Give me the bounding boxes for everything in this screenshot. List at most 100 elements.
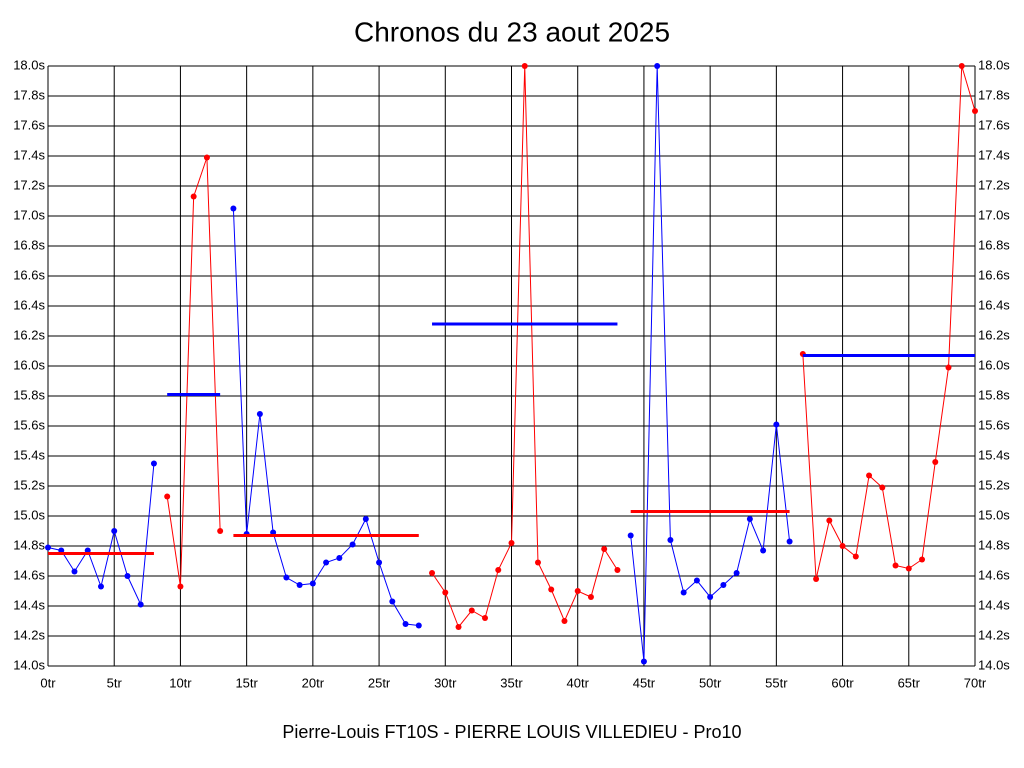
y-tick-label: 14.0s [13, 657, 45, 672]
data-point [177, 583, 184, 590]
y-tick-label: 14.8s [13, 537, 45, 552]
data-point [495, 567, 502, 573]
data-point [945, 364, 952, 371]
series-line [802, 65, 976, 580]
data-point [667, 537, 674, 543]
data-point [164, 493, 171, 500]
x-tick-label: 15tr [235, 675, 258, 690]
data-point [442, 589, 449, 596]
y2-tick-label: 16.6s [978, 267, 1010, 282]
data-point [839, 543, 846, 549]
data-point [707, 594, 714, 600]
data-point [455, 624, 462, 630]
y2-tick-label: 17.2s [978, 177, 1010, 192]
y2-tick-label: 15.2s [978, 477, 1010, 492]
data-point [376, 559, 383, 566]
y-tick-label: 17.6s [13, 117, 45, 132]
x-tick-label: 70tr [964, 675, 987, 690]
y-tick-label: 15.6s [13, 417, 45, 432]
data-point [693, 577, 700, 584]
data-point [919, 556, 926, 563]
y2-tick-label: 14.4s [978, 597, 1010, 612]
data-point [773, 421, 780, 428]
data-point [203, 154, 210, 161]
data-point [958, 63, 965, 69]
data-point [561, 618, 568, 624]
data-point [349, 541, 356, 548]
y-tick-label: 17.4s [13, 147, 45, 162]
data-point [826, 517, 833, 524]
y-tick-label: 16.0s [13, 357, 45, 372]
y-tick-label: 17.0s [13, 207, 45, 222]
data-point [508, 540, 515, 546]
y-tick-label: 16.8s [13, 237, 45, 252]
data-point [137, 601, 144, 608]
data-point [482, 615, 489, 621]
y2-tick-label: 16.0s [978, 357, 1010, 372]
y-tick-label: 17.8s [13, 87, 45, 102]
x-tick-label: 25tr [368, 675, 391, 690]
y-tick-label: 17.2s [13, 177, 45, 192]
data-point [548, 586, 555, 593]
y-tick-label: 14.4s [13, 597, 45, 612]
y2-tick-label: 16.4s [978, 297, 1010, 312]
data-point [587, 594, 594, 600]
data-point [733, 570, 740, 576]
y-tick-label: 16.2s [13, 327, 45, 342]
data-point [97, 583, 104, 590]
y-tick-label: 18.0s [13, 57, 45, 72]
data-point [415, 622, 422, 629]
x-tick-label: 5tr [107, 675, 123, 690]
y-tick-label: 15.2s [13, 477, 45, 492]
data-point [720, 582, 727, 588]
x-tick-label: 35tr [500, 675, 523, 690]
y2-tick-label: 16.2s [978, 327, 1010, 342]
data-point [627, 532, 634, 539]
data-point [640, 658, 647, 665]
y2-tick-label: 14.8s [978, 537, 1010, 552]
data-point [402, 621, 409, 627]
data-point [309, 580, 316, 587]
data-point [429, 570, 436, 576]
data-point [813, 576, 820, 582]
y-tick-label: 14.6s [13, 567, 45, 582]
data-point [389, 598, 396, 605]
series-line [166, 157, 221, 587]
x-tick-label: 55tr [765, 675, 788, 690]
y2-tick-label: 18.0s [978, 57, 1010, 72]
data-point [521, 63, 528, 69]
data-point [892, 562, 899, 569]
y2-tick-label: 16.8s [978, 237, 1010, 252]
y2-tick-label: 17.8s [978, 87, 1010, 102]
x-tick-label: 20tr [302, 675, 325, 690]
data-point [230, 205, 237, 212]
y2-tick-label: 14.6s [978, 567, 1010, 582]
y2-tick-label: 17.6s [978, 117, 1010, 132]
data-point [680, 589, 687, 596]
x-axis-label: Pierre-Louis FT10S - PIERRE LOUIS VILLED… [282, 722, 741, 742]
data-point [124, 573, 131, 579]
data-point [614, 567, 621, 573]
data-point [786, 538, 793, 545]
x-tick-label: 0tr [40, 675, 56, 690]
data-point [468, 607, 475, 614]
data-point [323, 559, 330, 566]
x-tick-label: 65tr [898, 675, 921, 690]
data-point [746, 516, 753, 522]
y2-tick-label: 15.0s [978, 507, 1010, 522]
data-point [150, 460, 157, 467]
data-point [852, 553, 859, 560]
data-point [217, 528, 224, 534]
data-point [45, 544, 51, 551]
y2-tick-label: 17.4s [978, 147, 1010, 162]
data-point [574, 588, 581, 594]
data-point [71, 568, 78, 575]
y2-tick-label: 15.6s [978, 417, 1010, 432]
y2-tick-label: 17.0s [978, 207, 1010, 222]
x-tick-label: 30tr [434, 675, 457, 690]
data-point [905, 565, 912, 572]
y-tick-label: 15.0s [13, 507, 45, 522]
data-point [932, 459, 939, 465]
